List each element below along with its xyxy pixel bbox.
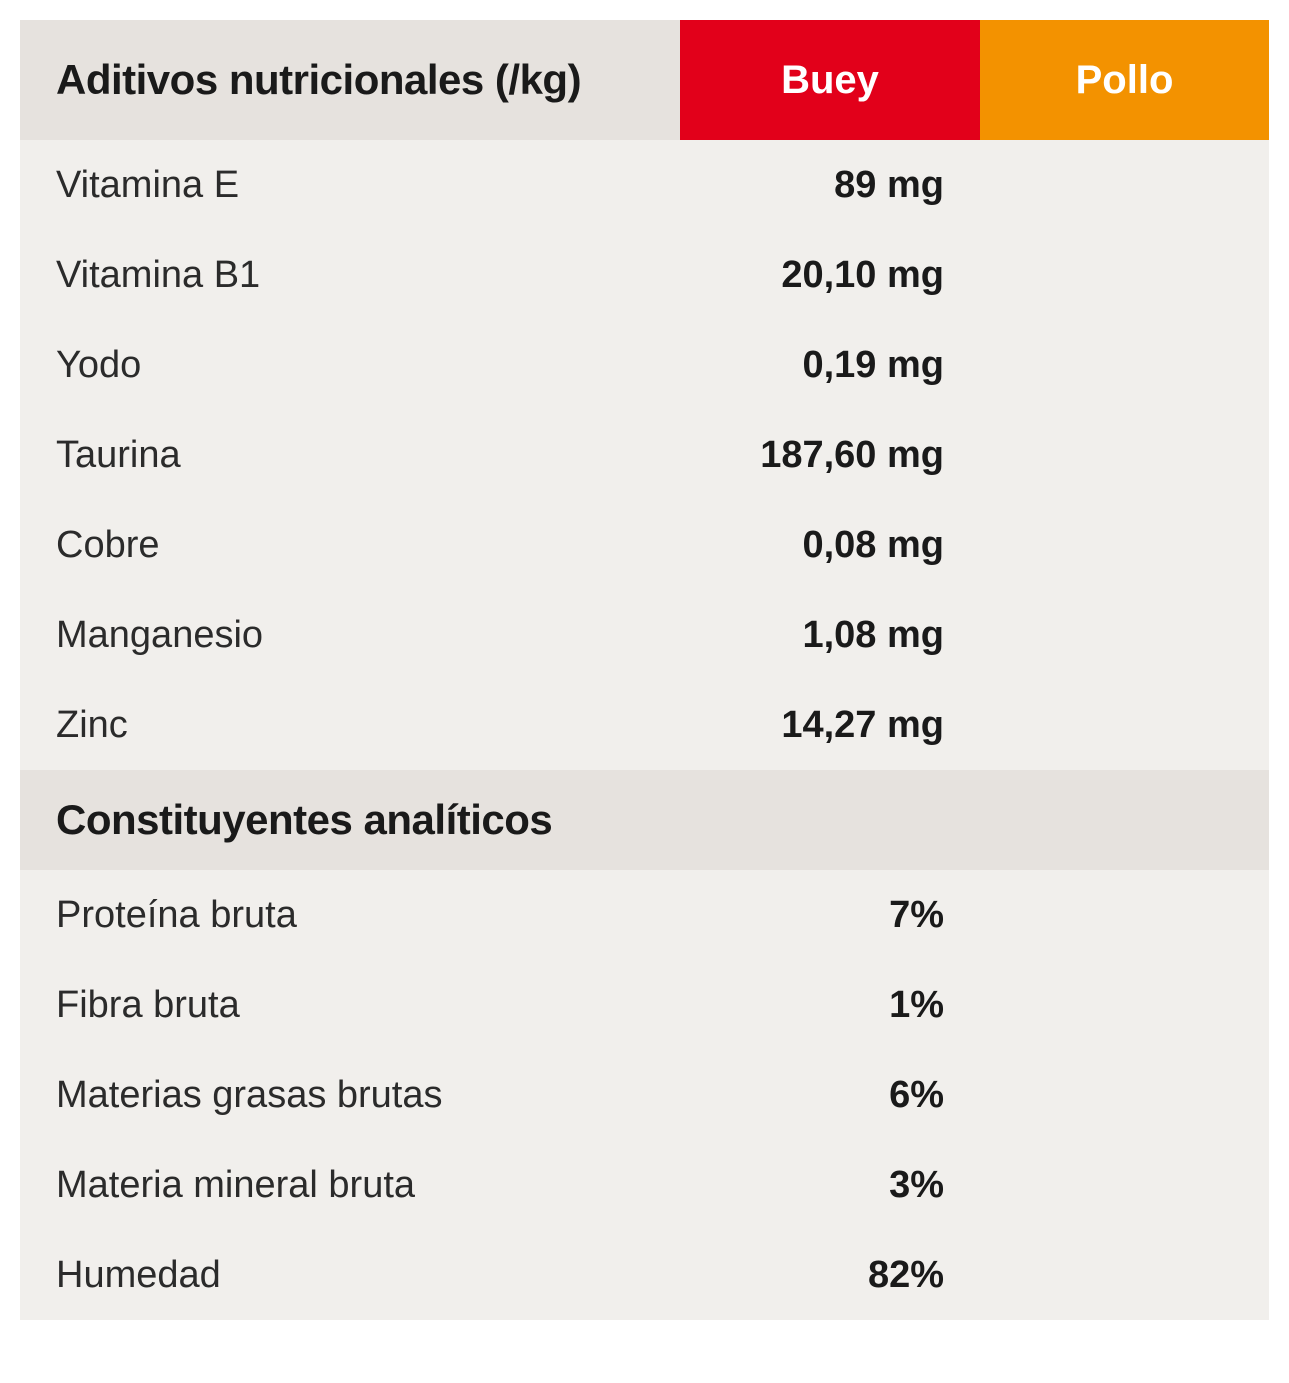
table-row: Proteína bruta 7% [20, 870, 1269, 960]
constituent-label: Materias grasas brutas [20, 1050, 680, 1140]
additive-value-col2 [980, 680, 1269, 770]
additive-value: 89 mg [680, 140, 980, 230]
additive-value-col2 [980, 500, 1269, 590]
constituent-value: 82% [680, 1230, 980, 1320]
constituent-value: 6% [680, 1050, 980, 1140]
constituent-value-col2 [980, 1140, 1269, 1230]
constituent-label: Humedad [20, 1230, 680, 1320]
nutrition-table: Aditivos nutricionales (/kg) Buey Pollo … [20, 20, 1269, 1320]
additive-value: 14,27 mg [680, 680, 980, 770]
table-row: Cobre 0,08 mg [20, 500, 1269, 590]
header-col-buey: Buey [680, 20, 980, 140]
additive-value-col2 [980, 410, 1269, 500]
additive-label: Manganesio [20, 590, 680, 680]
constituent-value: 7% [680, 870, 980, 960]
additive-value: 0,08 mg [680, 500, 980, 590]
additive-value-col2 [980, 320, 1269, 410]
constituent-value-col2 [980, 1050, 1269, 1140]
additive-label: Vitamina B1 [20, 230, 680, 320]
table-row: Vitamina B1 20,10 mg [20, 230, 1269, 320]
table-row: Manganesio 1,08 mg [20, 590, 1269, 680]
table-row: Vitamina E 89 mg [20, 140, 1269, 230]
constituent-value: 1% [680, 960, 980, 1050]
additive-label: Taurina [20, 410, 680, 500]
additive-label: Zinc [20, 680, 680, 770]
table-row: Materia mineral bruta 3% [20, 1140, 1269, 1230]
additive-value-col2 [980, 230, 1269, 320]
header-col-pollo: Pollo [980, 20, 1269, 140]
table-header-row: Aditivos nutricionales (/kg) Buey Pollo [20, 20, 1269, 140]
subheader-empty [680, 770, 980, 870]
table-row: Fibra bruta 1% [20, 960, 1269, 1050]
header-title: Aditivos nutricionales (/kg) [20, 20, 680, 140]
additive-value: 20,10 mg [680, 230, 980, 320]
constituent-value: 3% [680, 1140, 980, 1230]
constituent-value-col2 [980, 870, 1269, 960]
constituent-label: Materia mineral bruta [20, 1140, 680, 1230]
additive-label: Vitamina E [20, 140, 680, 230]
table-subheader-row: Constituyentes analíticos [20, 770, 1269, 870]
additive-value-col2 [980, 140, 1269, 230]
constituent-value-col2 [980, 1230, 1269, 1320]
table-row: Materias grasas brutas 6% [20, 1050, 1269, 1140]
additive-label: Yodo [20, 320, 680, 410]
additive-label: Cobre [20, 500, 680, 590]
subheader-empty-col2 [980, 770, 1269, 870]
constituent-label: Proteína bruta [20, 870, 680, 960]
table-row: Yodo 0,19 mg [20, 320, 1269, 410]
table-row: Taurina 187,60 mg [20, 410, 1269, 500]
subheader-title: Constituyentes analíticos [20, 770, 680, 870]
additive-value: 187,60 mg [680, 410, 980, 500]
constituent-value-col2 [980, 960, 1269, 1050]
additive-value: 0,19 mg [680, 320, 980, 410]
additive-value: 1,08 mg [680, 590, 980, 680]
additive-value-col2 [980, 590, 1269, 680]
table-row: Zinc 14,27 mg [20, 680, 1269, 770]
table-row: Humedad 82% [20, 1230, 1269, 1320]
constituent-label: Fibra bruta [20, 960, 680, 1050]
